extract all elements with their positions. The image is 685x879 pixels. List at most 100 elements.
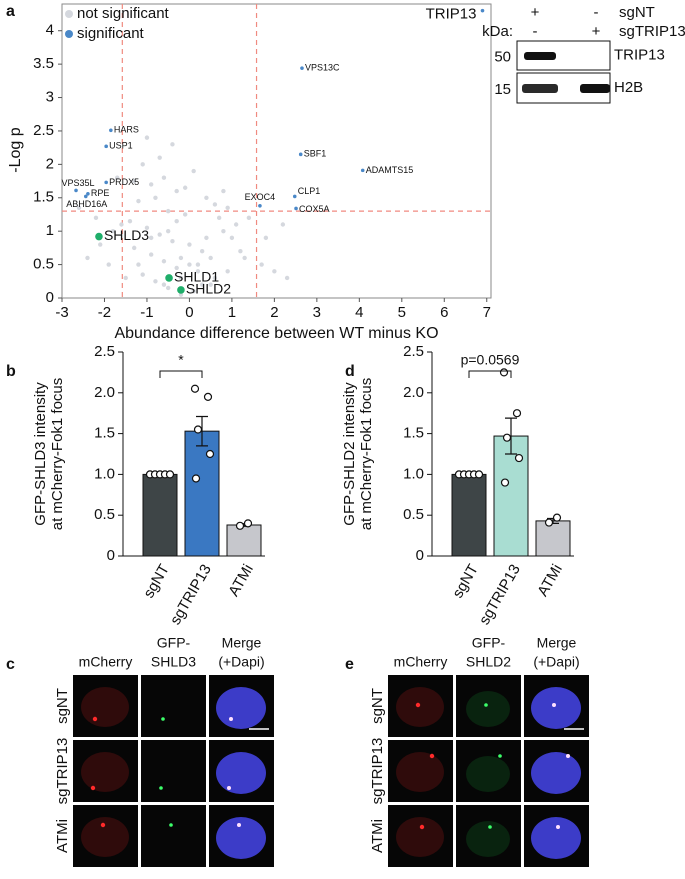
nucleus — [216, 687, 266, 729]
highlight-point — [95, 232, 103, 241]
x-tick-label: sgNT — [140, 561, 173, 601]
protein-label: H2B — [614, 79, 643, 96]
significance-label: p=0.0569 — [461, 352, 520, 368]
point-label: SBF1 — [304, 149, 327, 159]
bar — [535, 520, 571, 557]
point — [212, 202, 218, 207]
focus — [237, 823, 241, 827]
y-tick-label: 0 — [416, 547, 424, 564]
significance-bracket — [159, 370, 203, 378]
x-tick-label: -3 — [55, 304, 68, 321]
point-label: VPS13C — [305, 63, 340, 73]
column-header: GFP- — [157, 635, 191, 651]
image-panel — [141, 740, 206, 802]
point-label: ADAMTS15 — [366, 165, 414, 175]
image-panel — [141, 675, 206, 737]
point — [195, 269, 201, 274]
point — [204, 235, 209, 241]
row-label: sgTRIP13 — [369, 738, 386, 805]
point — [195, 262, 201, 267]
data-point — [191, 474, 201, 483]
nucleus — [531, 752, 581, 794]
x-tick-label: ATMi — [534, 561, 566, 599]
point-label: ABHD16A — [66, 199, 107, 209]
point — [178, 275, 184, 281]
y-axis-label: -Log p — [7, 127, 24, 172]
point — [221, 228, 226, 234]
point — [165, 228, 171, 234]
data-point — [502, 433, 512, 442]
point — [191, 168, 196, 174]
point — [225, 205, 230, 210]
point — [127, 218, 133, 224]
focus — [100, 822, 106, 828]
point — [300, 66, 304, 70]
point — [292, 194, 297, 199]
nucleus — [216, 817, 266, 859]
point-label: VPS35L — [62, 178, 95, 188]
point — [221, 188, 226, 194]
data-point — [193, 425, 203, 434]
lane-mark: + — [531, 4, 540, 21]
point — [480, 8, 485, 13]
error-bar — [505, 417, 517, 455]
point — [123, 275, 128, 281]
significance-label: * — [178, 352, 184, 368]
point — [161, 175, 167, 180]
point — [284, 275, 290, 281]
point — [170, 239, 175, 244]
point — [153, 195, 158, 200]
y-tick-label: 2 — [46, 155, 54, 172]
point — [161, 282, 167, 287]
point — [157, 155, 162, 160]
focus — [92, 716, 98, 722]
nucleus — [216, 752, 266, 794]
focus — [161, 717, 165, 721]
point — [272, 269, 277, 274]
point — [119, 222, 124, 227]
data-point — [235, 521, 245, 530]
data-point — [514, 453, 524, 463]
y-tick-label: 0.5 — [33, 256, 54, 273]
x-tick-label: 6 — [440, 304, 448, 321]
point — [140, 272, 145, 277]
y-tick-label: 1.5 — [403, 425, 424, 442]
data-point — [205, 449, 215, 459]
x-tick-label: 1 — [228, 304, 236, 321]
point — [229, 235, 235, 241]
highlight-point — [165, 274, 173, 282]
y-tick-label: 2.5 — [403, 343, 424, 360]
y-tick-label: 1 — [46, 222, 54, 239]
x-tick-label: 3 — [313, 304, 321, 321]
panel-letter: b — [6, 363, 16, 380]
point — [136, 198, 141, 204]
nucleus-signal — [466, 756, 510, 792]
data-point — [499, 368, 509, 377]
focus — [159, 786, 163, 790]
point — [153, 279, 158, 284]
point — [86, 191, 90, 196]
point-label: SHLD3 — [104, 227, 149, 243]
point-label: USP1 — [109, 141, 133, 151]
y-tick-label: 4 — [46, 22, 54, 39]
point — [148, 252, 154, 257]
x-tick-label: ATMi — [225, 561, 257, 599]
bar — [142, 473, 178, 557]
x-tick-label: -2 — [98, 304, 111, 321]
focus — [90, 785, 96, 791]
point — [104, 180, 108, 185]
point — [242, 255, 247, 261]
point — [174, 218, 179, 224]
x-axis-label: Abundance difference between WT minus KO — [114, 325, 438, 342]
point — [174, 188, 179, 194]
point — [76, 205, 82, 210]
x-tick-label: 7 — [483, 304, 491, 321]
column-header: SHLD2 — [466, 654, 511, 670]
point — [85, 255, 90, 261]
kda-marker: 50 — [494, 48, 511, 65]
row-label: sgNT — [54, 688, 71, 724]
point — [298, 152, 303, 157]
legend-label: not significant — [77, 5, 170, 22]
nucleus — [531, 687, 581, 729]
